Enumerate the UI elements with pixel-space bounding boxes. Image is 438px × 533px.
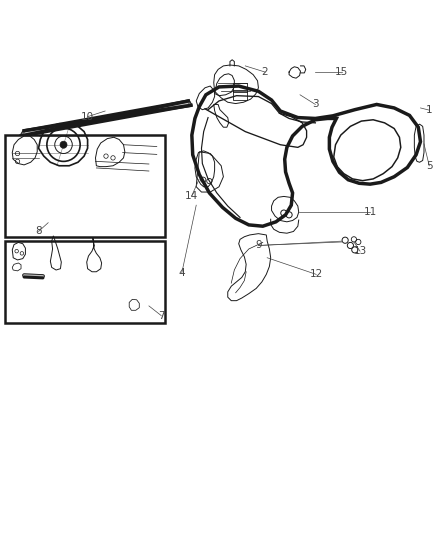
Bar xyxy=(233,91,247,100)
Bar xyxy=(5,241,165,324)
Text: 14: 14 xyxy=(185,190,198,200)
Text: 15: 15 xyxy=(335,67,348,77)
Text: 8: 8 xyxy=(35,227,42,237)
Text: 1: 1 xyxy=(426,105,433,115)
Text: 5: 5 xyxy=(426,161,433,171)
Text: 10: 10 xyxy=(81,112,94,122)
Text: 2: 2 xyxy=(261,67,268,77)
Text: 3: 3 xyxy=(312,100,319,109)
Text: 9: 9 xyxy=(255,240,262,251)
Text: 7: 7 xyxy=(158,311,165,320)
Text: 11: 11 xyxy=(364,207,377,217)
Text: 13: 13 xyxy=(353,246,367,256)
Text: 4: 4 xyxy=(178,268,185,278)
Bar xyxy=(233,83,247,92)
Text: 12: 12 xyxy=(310,269,323,279)
Circle shape xyxy=(60,141,67,148)
Bar xyxy=(5,135,165,237)
Polygon shape xyxy=(21,101,191,136)
